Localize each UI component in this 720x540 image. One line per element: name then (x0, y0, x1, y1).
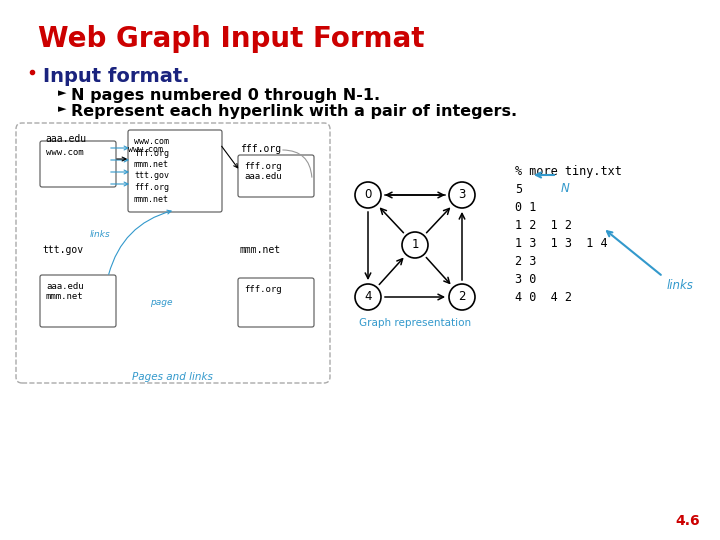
Text: Represent each hyperlink with a pair of integers.: Represent each hyperlink with a pair of … (71, 104, 517, 119)
Text: 3 0: 3 0 (515, 273, 536, 286)
Text: 1 3  1 3  1 4: 1 3 1 3 1 4 (515, 237, 608, 250)
Text: Input format.: Input format. (43, 67, 189, 86)
FancyBboxPatch shape (238, 278, 314, 327)
Text: 2 3: 2 3 (515, 255, 536, 268)
Text: Web Graph Input Format: Web Graph Input Format (38, 25, 425, 53)
Text: N: N (561, 182, 570, 195)
Text: 0: 0 (364, 188, 372, 201)
Circle shape (355, 284, 381, 310)
FancyBboxPatch shape (128, 130, 222, 212)
Text: ttt.gov: ttt.gov (134, 172, 169, 180)
Text: page: page (150, 298, 173, 307)
Text: links: links (667, 279, 694, 292)
FancyBboxPatch shape (40, 141, 116, 187)
Circle shape (449, 284, 475, 310)
Text: www.com: www.com (134, 137, 169, 146)
Text: 1: 1 (411, 239, 419, 252)
Text: aaa.edu: aaa.edu (244, 172, 282, 181)
Text: ►: ► (58, 88, 66, 98)
Circle shape (449, 182, 475, 208)
Text: fff.org: fff.org (244, 162, 282, 171)
FancyBboxPatch shape (40, 275, 116, 327)
Text: 0 1: 0 1 (515, 201, 536, 214)
Text: Graph representation: Graph representation (359, 318, 471, 328)
Text: 1 2  1 2: 1 2 1 2 (515, 219, 572, 232)
Text: Pages and links: Pages and links (132, 372, 212, 382)
Text: % more tiny.txt: % more tiny.txt (515, 165, 622, 178)
Text: www.com: www.com (128, 145, 163, 154)
Text: fff.org: fff.org (244, 285, 282, 294)
Text: ttt.gov: ttt.gov (42, 245, 83, 255)
Text: mmm.net: mmm.net (134, 194, 169, 204)
Text: 4 0  4 2: 4 0 4 2 (515, 291, 572, 304)
Text: mmm.net: mmm.net (46, 292, 84, 301)
Text: 4: 4 (364, 291, 372, 303)
Text: aaa.edu: aaa.edu (46, 282, 84, 291)
Text: aaa.edu: aaa.edu (45, 134, 86, 144)
Text: www.com: www.com (46, 148, 84, 157)
Text: 3: 3 (459, 188, 466, 201)
Text: 5: 5 (515, 183, 522, 196)
Circle shape (402, 232, 428, 258)
Text: fff.org: fff.org (240, 144, 281, 154)
Text: N pages numbered 0 through N-1.: N pages numbered 0 through N-1. (71, 88, 380, 103)
Text: fff.org: fff.org (134, 148, 169, 158)
Text: fff.org: fff.org (134, 183, 169, 192)
FancyBboxPatch shape (238, 155, 314, 197)
Text: mmm.net: mmm.net (134, 160, 169, 169)
Text: 2: 2 (458, 291, 466, 303)
Text: ►: ► (58, 104, 66, 114)
Circle shape (355, 182, 381, 208)
Text: mmm.net: mmm.net (240, 245, 281, 255)
Text: links: links (90, 230, 111, 239)
Text: 4.6: 4.6 (675, 514, 700, 528)
